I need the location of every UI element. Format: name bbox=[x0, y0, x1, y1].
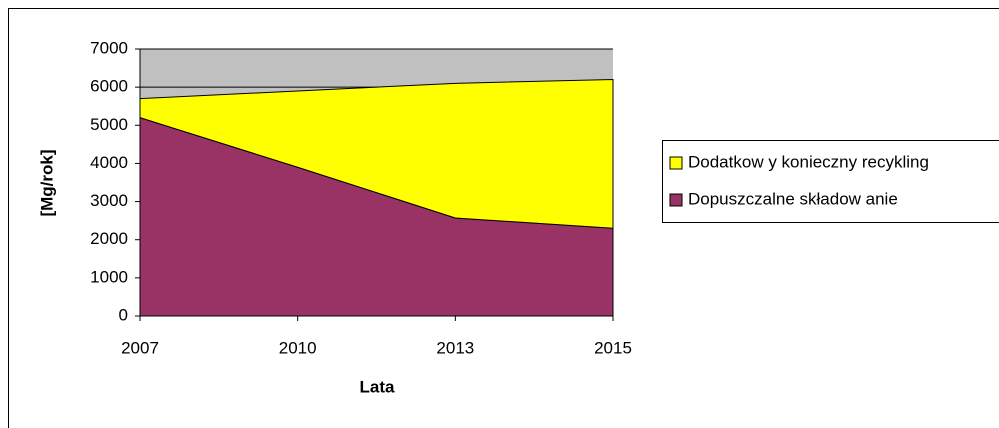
y-tick-label: 7000 bbox=[90, 38, 128, 57]
legend-label: Dodatkow y konieczny recykling bbox=[688, 152, 929, 171]
y-tick-label: 5000 bbox=[90, 115, 128, 134]
x-tick-label: 2013 bbox=[436, 338, 474, 357]
y-axis-label: [Mg/rok] bbox=[37, 149, 56, 216]
x-tick-label: 2007 bbox=[121, 338, 159, 357]
legend bbox=[662, 140, 999, 223]
legend-swatch bbox=[669, 156, 683, 170]
legend-swatch bbox=[669, 193, 683, 207]
y-tick-label: 0 bbox=[119, 305, 128, 324]
area bbox=[139, 79, 614, 229]
y-tick-label: 4000 bbox=[90, 153, 128, 172]
x-tick-label: 2015 bbox=[594, 338, 632, 357]
y-tick-label: 2000 bbox=[90, 229, 128, 248]
y-tick-label: 1000 bbox=[90, 267, 128, 286]
x-axis-label: Lata bbox=[360, 377, 396, 396]
y-tick-label: 3000 bbox=[90, 191, 128, 210]
x-tick-label: 2010 bbox=[279, 338, 317, 357]
legend-label: Dopuszczalne składow anie bbox=[688, 189, 898, 208]
y-tick-label: 6000 bbox=[90, 77, 128, 96]
